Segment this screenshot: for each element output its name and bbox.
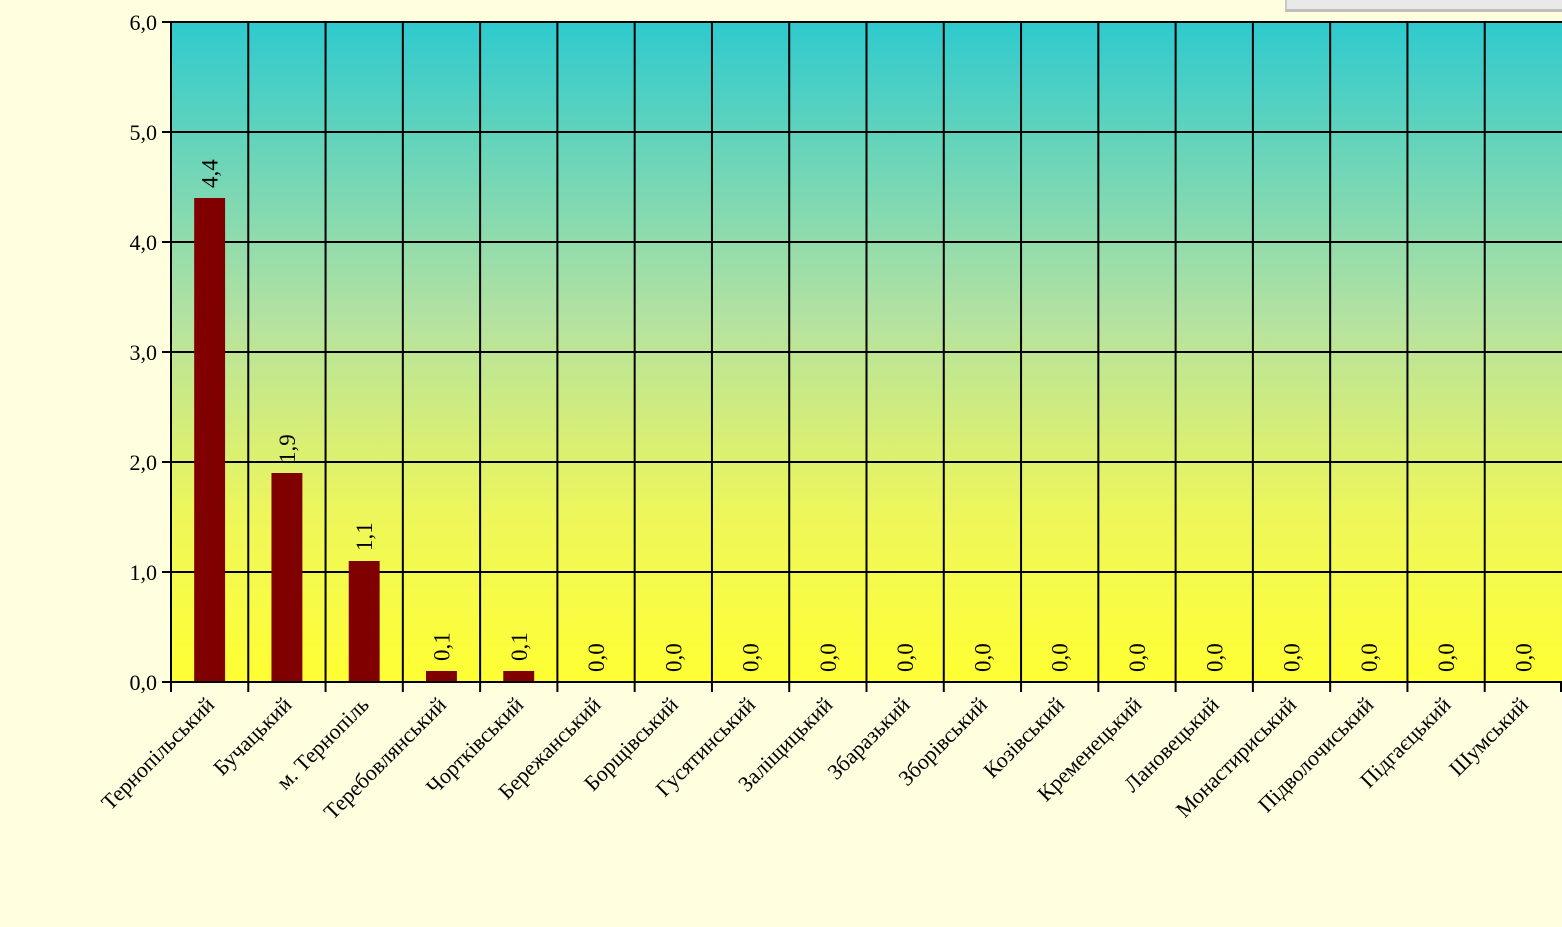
data-label: 0,0 <box>1202 643 1227 672</box>
y-tick-label: 6,0 <box>130 10 158 35</box>
y-tick-label: 4,0 <box>130 230 158 255</box>
y-tick-label: 5,0 <box>130 120 158 145</box>
data-label: 0,0 <box>893 643 918 672</box>
y-tick-label: 1,0 <box>130 560 158 585</box>
bar <box>503 671 535 682</box>
category-label: Шумський <box>1444 692 1533 781</box>
y-tick-label: 2,0 <box>130 450 158 475</box>
corner-panel <box>1285 0 1562 12</box>
bar <box>426 671 457 682</box>
y-tick-label: 0,0 <box>130 670 158 695</box>
data-label: 4,4 <box>198 159 223 188</box>
data-label: 0,0 <box>1280 643 1305 672</box>
axes <box>162 21 1562 692</box>
data-label: 0,0 <box>970 643 995 672</box>
bars <box>194 198 535 682</box>
data-label: 0,0 <box>1357 643 1382 672</box>
bar <box>271 473 303 682</box>
data-label: 0,0 <box>661 643 686 672</box>
data-label: 0,1 <box>507 632 532 661</box>
data-label: 0,0 <box>1511 643 1536 672</box>
data-label: 0,0 <box>1125 643 1150 672</box>
data-label: 0,0 <box>816 643 841 672</box>
data-label: 0,1 <box>429 632 454 661</box>
bar <box>194 198 226 682</box>
data-label: 1,1 <box>352 522 377 551</box>
data-label: 0,0 <box>1434 643 1459 672</box>
data-label: 1,9 <box>275 434 300 463</box>
y-tick-label: 3,0 <box>130 340 158 365</box>
data-label: 0,0 <box>739 643 764 672</box>
category-label: Тернопільський <box>96 692 219 815</box>
grid <box>171 21 1562 682</box>
bar <box>348 561 380 682</box>
data-label: 0,0 <box>584 643 609 672</box>
data-label: 0,0 <box>1048 643 1073 672</box>
